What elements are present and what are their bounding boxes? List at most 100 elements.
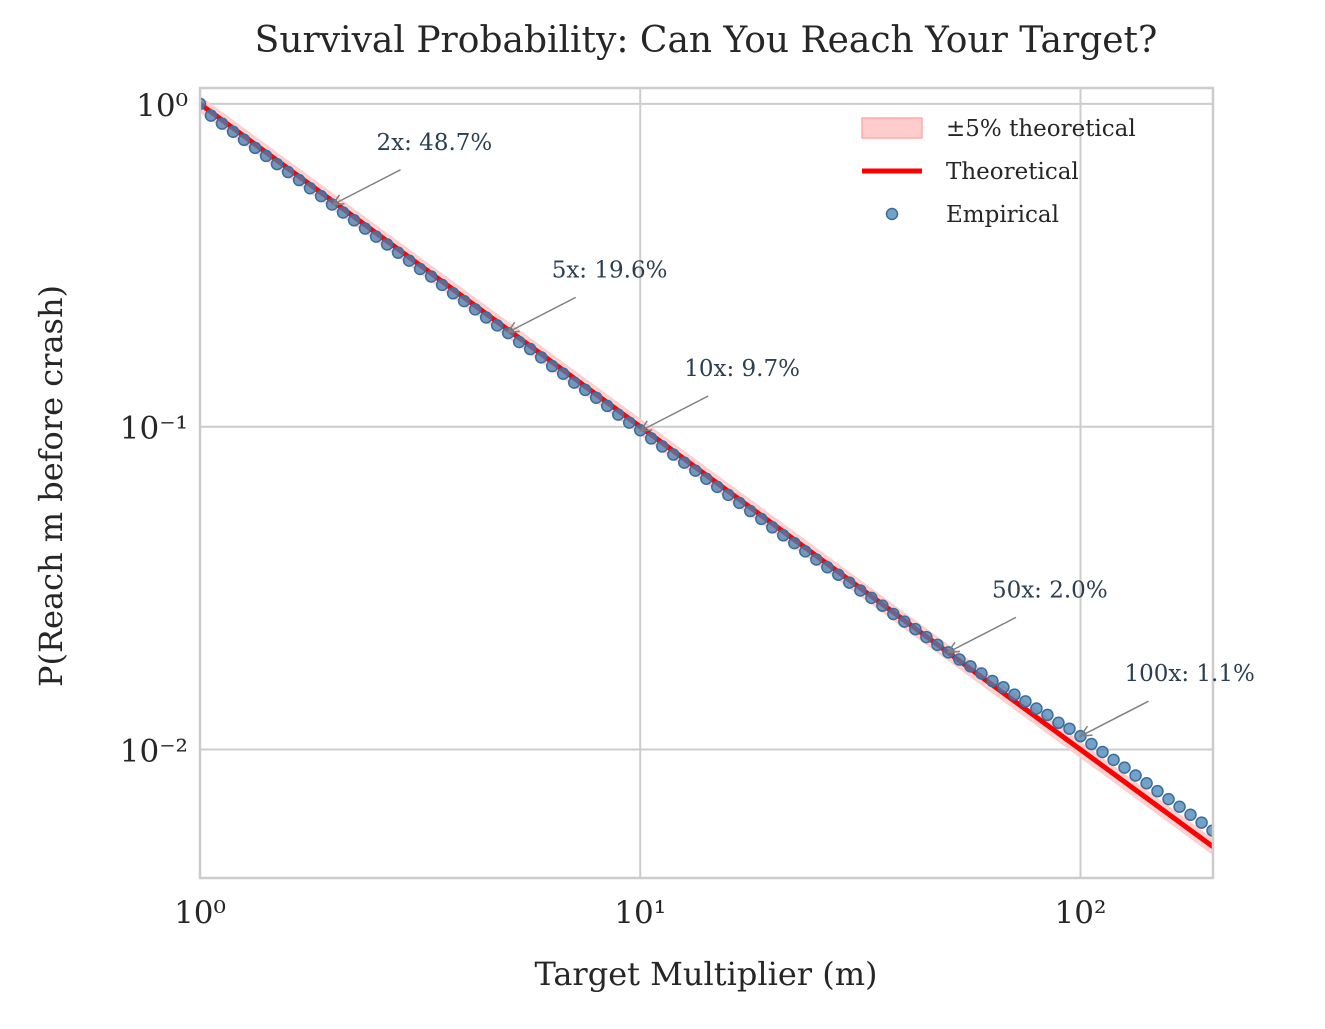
data-point [622,416,636,429]
data-point [678,456,691,469]
data-point [777,529,790,542]
data-point [755,512,768,526]
data-point [545,359,559,373]
data-point [667,448,680,461]
data-point [975,667,988,680]
data-point [589,391,603,404]
data-point [1052,716,1065,730]
data-point [766,521,779,534]
data-point [722,488,735,502]
data-point [1140,777,1153,790]
data-point [270,157,284,171]
data-point [204,109,218,122]
y-tick-label: 10⁻² [120,734,188,770]
annotation-text: 50x: 2.0% [992,577,1108,603]
data-point [1118,761,1131,774]
data-point [248,141,262,155]
data-point [259,149,273,163]
annotation-arrow [947,616,1017,654]
annotation-arrowhead [1078,725,1093,738]
annotation-arrowhead [330,194,345,206]
plot-area [200,95,1213,856]
data-point [391,246,405,259]
data-point [1030,702,1043,715]
annotation-text: 5x: 19.6% [552,257,668,283]
annotation-text: 2x: 48.7% [377,130,493,156]
data-point [1129,769,1142,782]
x-tick-label: 10² [1055,895,1107,931]
data-point [578,383,592,397]
legend-label: ±5% theoretical [946,116,1136,142]
data-point [920,630,933,644]
data-point [479,311,493,324]
data-point [314,189,328,203]
annotation-arrowhead [638,420,653,432]
data-point [710,480,724,494]
data-point [733,496,746,510]
data-point [446,287,460,300]
data-point [534,351,548,364]
plot-border [198,86,1215,880]
data-point [997,680,1010,694]
data-point [953,653,966,666]
data-point [1019,695,1032,708]
data-point [611,408,625,421]
data-point [1195,816,1208,829]
data-point [369,230,383,243]
data-point [744,504,757,518]
data-point [468,303,482,316]
legend-label: Theoretical [946,159,1079,185]
y-axis-label: P(Reach m before crash) [32,285,70,687]
data-point [1096,745,1109,759]
data-point [200,97,207,111]
data-point [435,278,449,292]
x-tick-label: 10⁰ [174,895,226,931]
data-point [887,607,900,621]
legend-swatch [861,117,923,139]
data-point [512,335,526,349]
data-point [865,591,878,605]
data-point [413,262,427,276]
data-point [931,638,944,652]
annotation-arrow [507,296,577,334]
data-point [788,536,801,550]
data-point [689,464,702,477]
data-point [964,660,977,673]
data-point [523,342,537,356]
data-point [821,560,834,574]
data-point [380,238,394,251]
data-point [281,165,295,179]
data-point [600,399,614,413]
data-point [490,319,504,332]
x-tick-label: 10¹ [614,895,666,931]
data-point [556,367,570,380]
data-point [1151,784,1164,798]
annotation-text: 10x: 9.7% [684,356,800,382]
chart-title: Survival Probability: Can You Reach Your… [255,20,1158,61]
data-point [1107,753,1120,767]
data-point [644,432,658,445]
data-point [347,214,361,227]
y-tick-label: 10⁻¹ [120,411,188,447]
data-point [799,545,812,558]
data-point [567,376,581,389]
data-point [909,622,922,636]
data-point [215,117,229,130]
data-point [358,222,372,235]
data-point [1063,722,1076,735]
data-point [226,125,240,138]
data-point [854,584,867,597]
x-axis-label: Target Multiplier (m) [534,955,877,993]
y-tick-label: 10⁰ [136,88,188,124]
annotation-arrowhead [946,641,961,654]
data-point [876,599,889,612]
data-point [303,181,317,195]
data-point [1184,808,1197,822]
data-point [1085,737,1098,751]
data-point [810,553,823,566]
data-point [424,270,438,283]
data-point [1008,688,1021,701]
annotation-arrow [1080,700,1149,737]
